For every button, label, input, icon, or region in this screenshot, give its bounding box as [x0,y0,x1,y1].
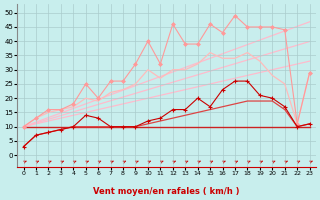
X-axis label: Vent moyen/en rafales ( km/h ): Vent moyen/en rafales ( km/h ) [93,187,240,196]
